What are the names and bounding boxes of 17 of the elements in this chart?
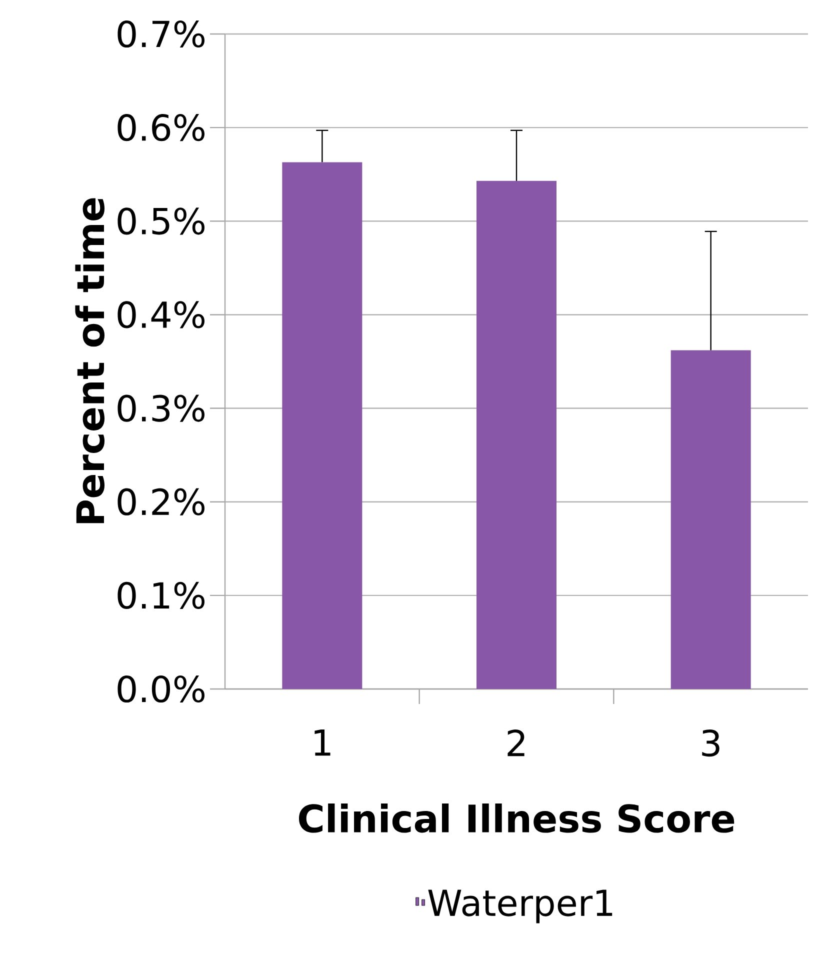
bar [670, 350, 751, 689]
y-tick-label: 0.6% [118, 114, 204, 142]
y-axis-title: Percent of time [75, 198, 105, 524]
x-tick-label: 3 [702, 730, 720, 757]
x-tick-label: 1 [314, 730, 330, 756]
x-tick-label: 2 [508, 730, 524, 756]
y-tick-label: 0.1% [118, 582, 204, 609]
y-tick-label: 0.7% [118, 20, 204, 48]
bar [282, 162, 362, 689]
y-tick-label: 0.0% [118, 675, 204, 703]
legend-label: Waterper1 [428, 890, 612, 924]
y-tick-label: 0.3% [118, 394, 204, 422]
y-tick-label: 0.2% [118, 488, 204, 516]
y-tick-label: 0.4% [118, 301, 204, 328]
bar [476, 180, 557, 689]
y-tick-label: 0.5% [118, 208, 204, 235]
x-axis-title: Clinical Illness Score [298, 803, 734, 833]
